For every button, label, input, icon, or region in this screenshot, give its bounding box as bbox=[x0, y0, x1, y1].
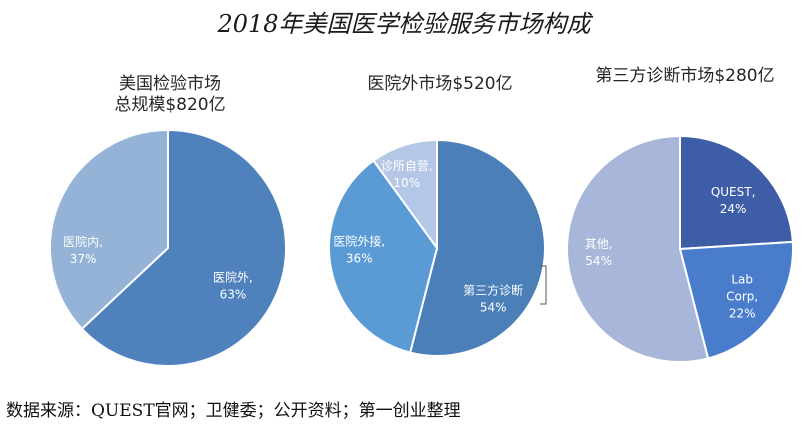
chart-title: 2018年美国医学检验服务市场构成 bbox=[217, 10, 591, 38]
pie-1-slice-2-label: 医院内, 37% bbox=[63, 235, 103, 266]
pie-3-title-line-1: 第三方诊断市场$280亿 bbox=[595, 66, 775, 86]
pie-1-title: 美国检验市场 总规模$820亿 bbox=[70, 74, 270, 116]
pie-2-slice-2 bbox=[328, 159, 439, 354]
source-note: 数据来源：QUEST官网；卫健委；公开资料；第一创业整理 bbox=[6, 401, 461, 421]
pie-2-slice-1 bbox=[408, 138, 546, 357]
pie-3-slice-2-label: Lab Corp, 22% bbox=[726, 272, 758, 320]
pie-2-slice-3-label: 诊所自营, 10% bbox=[381, 159, 433, 190]
pie-2-slice-3 bbox=[372, 138, 438, 252]
pie-1-slice-1 bbox=[80, 128, 287, 367]
pie-3-slice-2 bbox=[678, 240, 794, 360]
pie-2-title: 医院外市场$520亿 bbox=[330, 74, 550, 95]
pie-2-slice-2-label: 医院外接, 36% bbox=[333, 234, 385, 266]
pie-1-title-line-2: 总规模$820亿 bbox=[114, 95, 226, 115]
pie-1-slice-2 bbox=[49, 128, 169, 331]
pie-3-slice-1-label: QUEST, 24% bbox=[711, 185, 756, 216]
pie-2-slice-1-label: 第三方诊断 54% bbox=[463, 282, 523, 314]
pie-1-slice-1-label: 医院外, 63% bbox=[213, 270, 253, 301]
pie-3-slice-3 bbox=[566, 134, 710, 363]
pie-3-slice-3-label: 其他, 54% bbox=[585, 237, 613, 268]
pie-1-title-line-1: 美国检验市场 bbox=[119, 74, 221, 94]
pie-2-label-bracket bbox=[540, 265, 547, 305]
pie-3-slice-1 bbox=[679, 134, 794, 251]
pie-3-title: 第三方诊断市场$280亿 bbox=[565, 66, 805, 87]
pie-2-title-line-1: 医院外市场$520亿 bbox=[367, 74, 513, 94]
